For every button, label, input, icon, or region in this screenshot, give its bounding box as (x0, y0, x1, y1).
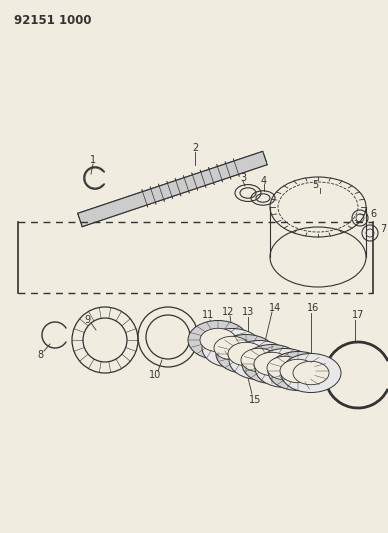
Text: 12: 12 (222, 307, 234, 317)
Ellipse shape (214, 336, 250, 360)
Text: 5: 5 (312, 180, 318, 190)
Text: 9: 9 (84, 315, 90, 325)
Ellipse shape (254, 352, 290, 376)
Text: 13: 13 (242, 307, 254, 317)
Text: 17: 17 (352, 310, 364, 320)
Text: 1: 1 (90, 155, 96, 165)
Ellipse shape (216, 335, 276, 374)
Ellipse shape (188, 320, 248, 359)
Text: 10: 10 (149, 370, 161, 380)
Ellipse shape (242, 344, 302, 384)
Ellipse shape (228, 342, 264, 366)
Text: 14: 14 (269, 303, 281, 313)
Ellipse shape (255, 349, 315, 387)
Ellipse shape (241, 348, 277, 372)
Ellipse shape (229, 341, 289, 379)
Text: 6: 6 (370, 209, 376, 219)
Ellipse shape (200, 328, 236, 352)
Ellipse shape (281, 353, 341, 392)
Text: 92151 1000: 92151 1000 (14, 14, 92, 27)
Text: 16: 16 (307, 303, 319, 313)
Ellipse shape (267, 356, 303, 379)
Text: 2: 2 (192, 143, 198, 153)
Text: 15: 15 (249, 395, 261, 405)
Polygon shape (78, 151, 267, 227)
Text: 4: 4 (261, 176, 267, 186)
Text: 3: 3 (240, 173, 246, 183)
Ellipse shape (202, 328, 262, 367)
Ellipse shape (280, 359, 316, 383)
Text: 11: 11 (202, 310, 214, 320)
Ellipse shape (268, 351, 328, 391)
Ellipse shape (293, 361, 329, 385)
Text: 7: 7 (380, 224, 386, 234)
Text: 8: 8 (37, 350, 43, 360)
